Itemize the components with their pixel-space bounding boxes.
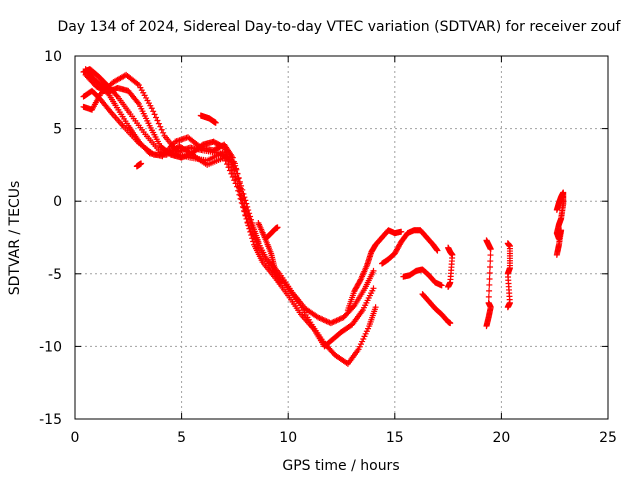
- data-point: [155, 120, 162, 127]
- data-point: [236, 178, 243, 185]
- series-t17: [553, 189, 567, 258]
- data-point: [370, 285, 377, 292]
- data-point: [236, 191, 243, 198]
- data-point: [225, 164, 232, 171]
- data-point: [240, 190, 247, 197]
- data-point: [153, 114, 160, 121]
- y-tick-label: 5: [53, 122, 62, 138]
- data-point: [447, 320, 454, 327]
- data-point: [238, 199, 245, 206]
- series-t11: [379, 227, 441, 267]
- data-point: [224, 161, 231, 168]
- data-point: [242, 197, 249, 204]
- data-point: [247, 213, 254, 220]
- plot-frame: [74, 55, 609, 420]
- data-point: [113, 92, 120, 99]
- series-t5: [82, 71, 238, 173]
- data-point: [212, 119, 219, 126]
- data-point: [486, 287, 493, 294]
- series-t12: [400, 266, 445, 289]
- data-point: [434, 247, 441, 254]
- data-point: [370, 267, 377, 274]
- x-tick-label: 25: [599, 430, 617, 446]
- data-point: [228, 170, 235, 177]
- x-axis-label: GPS time / hours: [282, 458, 399, 474]
- data-point: [486, 275, 493, 282]
- data-point: [234, 170, 241, 177]
- data-point: [243, 200, 250, 207]
- data-point: [160, 129, 167, 136]
- grid-lines: [75, 56, 608, 419]
- series-t8: [133, 160, 145, 170]
- data-point: [372, 304, 379, 311]
- data-point: [148, 105, 155, 112]
- data-point: [483, 323, 490, 330]
- x-tick-label: 5: [177, 430, 186, 446]
- series-t16: [504, 240, 513, 311]
- series-t2: [80, 87, 379, 367]
- chart-title: Day 134 of 2024, Sidereal Day-to-day VTE…: [58, 19, 622, 35]
- x-tick-label: 15: [386, 430, 404, 446]
- series-t10: [344, 227, 405, 314]
- data-point: [248, 216, 255, 223]
- data-point: [487, 258, 494, 265]
- data-point: [553, 251, 560, 258]
- data-point: [504, 304, 511, 311]
- y-axis-label: SDTVAR / TECUs: [7, 181, 23, 296]
- x-tick-label: 0: [71, 430, 80, 446]
- data-point: [487, 246, 494, 253]
- data-point: [487, 252, 494, 259]
- y-tick-label: -10: [39, 339, 62, 355]
- series-t13: [419, 291, 454, 327]
- data-point: [154, 117, 161, 124]
- data-point: [238, 182, 245, 189]
- data-point: [255, 238, 262, 245]
- data-point: [274, 224, 281, 231]
- x-tick-label: 20: [492, 430, 510, 446]
- axes: 0 5 10 15 20 25 -15 -10 -5 0 5 10: [39, 49, 617, 446]
- data-point: [486, 281, 493, 288]
- data-point: [226, 167, 233, 174]
- data-point: [445, 283, 452, 290]
- data-point: [235, 174, 242, 181]
- data-point: [229, 174, 236, 180]
- data-point: [241, 194, 248, 201]
- data-points: [80, 66, 567, 367]
- data-point: [231, 166, 238, 173]
- data-point: [158, 126, 165, 133]
- data-point: [350, 304, 357, 311]
- data-point: [244, 203, 251, 210]
- data-point: [486, 269, 493, 276]
- series-t9: [263, 224, 281, 241]
- data-point: [157, 123, 164, 130]
- data-point: [398, 228, 405, 235]
- data-point: [151, 111, 158, 118]
- series-t6: [197, 112, 219, 126]
- data-point: [150, 108, 157, 115]
- series-t14: [445, 244, 456, 290]
- x-tick-label: 10: [279, 430, 297, 446]
- y-tick-label: -5: [48, 267, 62, 283]
- y-tick-label: -15: [39, 412, 62, 428]
- data-point: [239, 186, 246, 193]
- data-point: [245, 207, 252, 214]
- data-point: [438, 282, 445, 289]
- y-tick-label: 0: [53, 194, 62, 210]
- data-point: [246, 210, 253, 217]
- data-point: [487, 264, 494, 271]
- series-t1: [80, 66, 377, 350]
- data-point: [276, 279, 283, 286]
- data-point: [220, 143, 227, 150]
- data-point: [234, 183, 241, 190]
- data-point: [485, 293, 492, 300]
- series-t15: [483, 237, 494, 330]
- y-tick-label: 10: [44, 49, 62, 65]
- data-point: [138, 160, 145, 167]
- data-point: [231, 177, 238, 184]
